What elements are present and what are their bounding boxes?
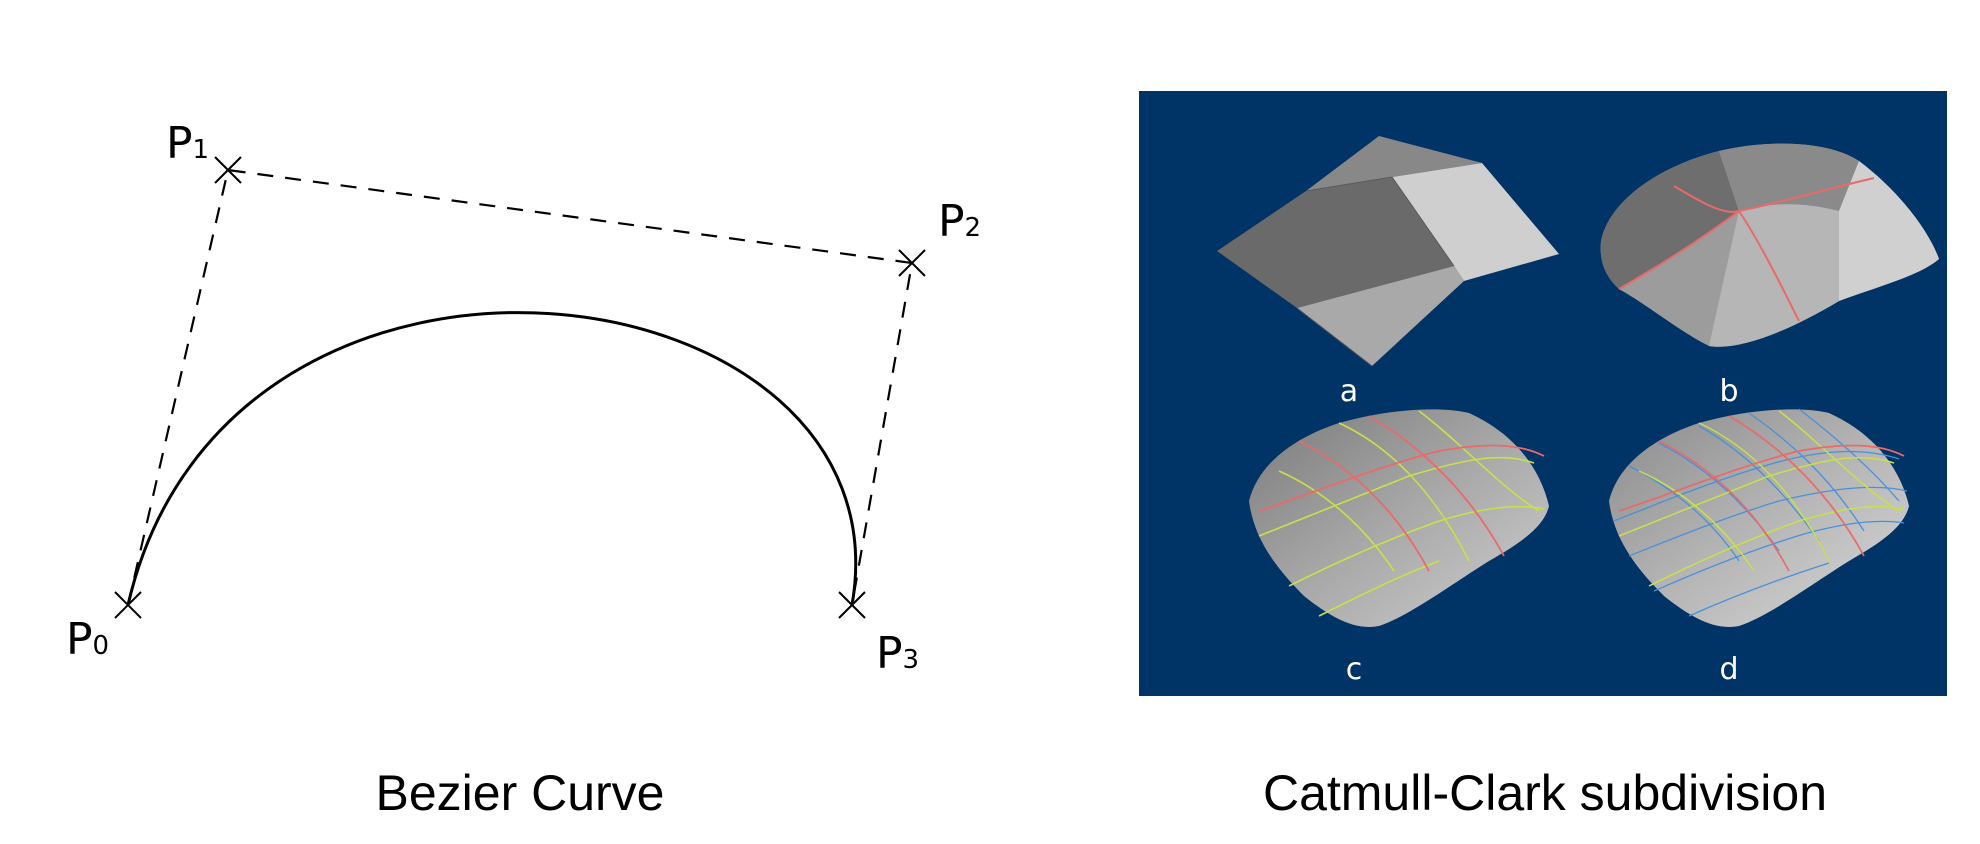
label-p2: P2 — [938, 196, 981, 247]
label-p3: P3 — [876, 628, 919, 679]
label-p1: P1 — [166, 118, 209, 169]
bezier-diagram: P0 P1 P2 P3 — [66, 118, 981, 679]
step-label-a: a — [1340, 374, 1358, 409]
catmull-clark-diagram: a b c d — [1217, 136, 1939, 687]
control-polygon — [126, 168, 914, 606]
bezier-curve — [126, 311, 858, 606]
mesh-a — [1217, 136, 1559, 367]
control-point-p3 — [838, 591, 866, 619]
step-label-c: c — [1346, 652, 1363, 687]
catmull-clark-caption: Catmull-Clark subdivision — [1262, 765, 1828, 821]
mesh-d — [1609, 408, 1909, 627]
mesh-b — [1600, 143, 1939, 347]
control-point-p2 — [898, 249, 926, 277]
label-p0: P0 — [66, 614, 109, 665]
bezier-caption: Bezier Curve — [375, 765, 665, 821]
catmull-clark-panel: a b c d — [1139, 91, 1947, 696]
mesh-c — [1249, 409, 1549, 627]
control-point-p1 — [214, 156, 242, 184]
control-point-p0 — [114, 591, 142, 619]
step-label-d: d — [1719, 652, 1738, 687]
step-label-b: b — [1719, 374, 1738, 409]
